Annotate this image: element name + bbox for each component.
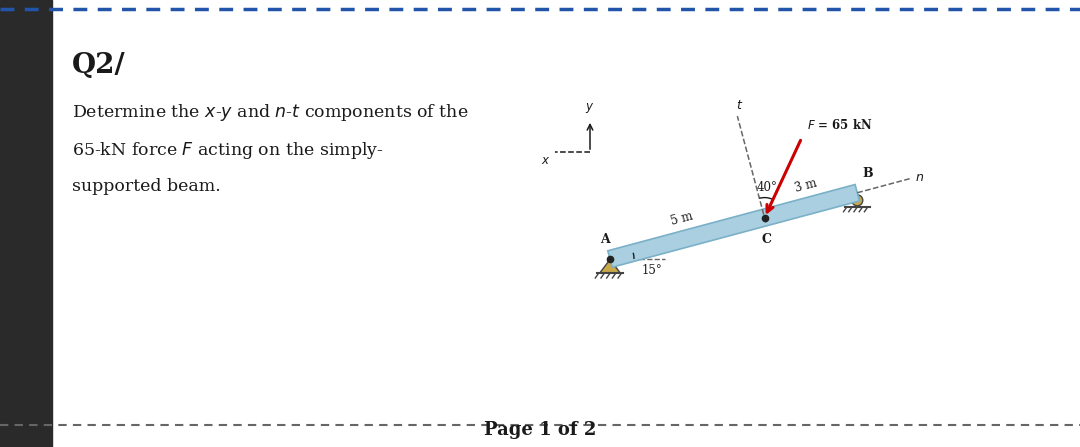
Text: A: A [600, 233, 610, 246]
Text: $n$: $n$ [916, 171, 924, 184]
Text: Q2/: Q2/ [72, 52, 125, 79]
Text: $y$: $y$ [585, 101, 595, 115]
Bar [0, 0, 52, 447]
Text: $x$: $x$ [541, 154, 551, 167]
Text: $F$ = 65 kN: $F$ = 65 kN [807, 118, 873, 132]
Text: 65-kN force $F$ acting on the simply-: 65-kN force $F$ acting on the simply- [72, 140, 383, 161]
Text: B: B [862, 167, 873, 180]
Text: $t$: $t$ [735, 99, 743, 112]
Circle shape [852, 195, 863, 206]
Text: 5 m: 5 m [670, 210, 694, 228]
Text: supported beam.: supported beam. [72, 178, 220, 195]
Text: C: C [761, 232, 771, 245]
Text: Page 1 of 2: Page 1 of 2 [484, 421, 596, 439]
Text: Determine the $x$-$y$ and $n$-$t$ components of the: Determine the $x$-$y$ and $n$-$t$ compon… [72, 102, 469, 123]
Polygon shape [608, 185, 860, 267]
Text: 15°: 15° [642, 264, 663, 277]
Text: 40°: 40° [757, 181, 778, 194]
Text: 3 m: 3 m [793, 177, 819, 195]
Polygon shape [599, 260, 620, 273]
